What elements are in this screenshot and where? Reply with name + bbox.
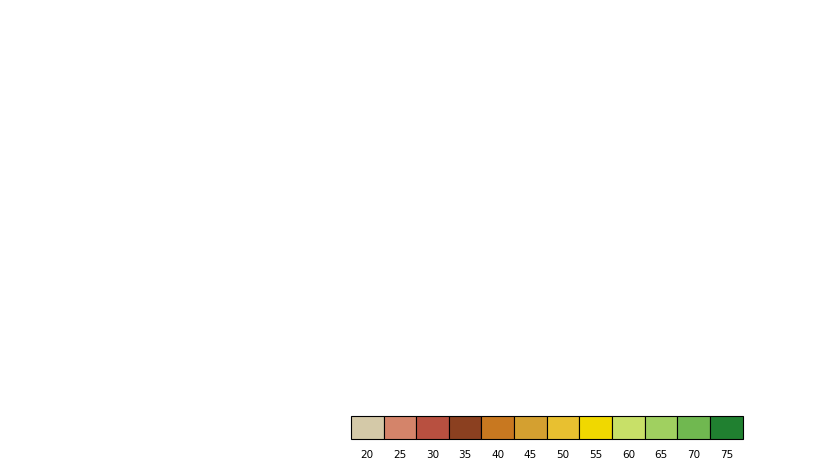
- Bar: [416, 416, 449, 439]
- Bar: [612, 416, 645, 439]
- Text: 25: 25: [393, 449, 406, 459]
- Bar: [351, 416, 384, 439]
- Bar: [645, 416, 677, 439]
- Bar: [677, 416, 710, 439]
- Text: 60: 60: [622, 449, 635, 459]
- Bar: [384, 416, 416, 439]
- Text: 65: 65: [654, 449, 667, 459]
- Text: 35: 35: [459, 449, 472, 459]
- Bar: [710, 416, 743, 439]
- Text: 70: 70: [687, 449, 700, 459]
- Text: 45: 45: [524, 449, 537, 459]
- Text: 30: 30: [426, 449, 439, 459]
- Text: 40: 40: [491, 449, 504, 459]
- Bar: [514, 416, 547, 439]
- Text: 50: 50: [557, 449, 570, 459]
- Text: 20: 20: [361, 449, 374, 459]
- Text: 75: 75: [720, 449, 733, 459]
- Bar: [547, 416, 579, 439]
- Text: 55: 55: [589, 449, 602, 459]
- Bar: [579, 416, 612, 439]
- Bar: [481, 416, 514, 439]
- Bar: [449, 416, 481, 439]
